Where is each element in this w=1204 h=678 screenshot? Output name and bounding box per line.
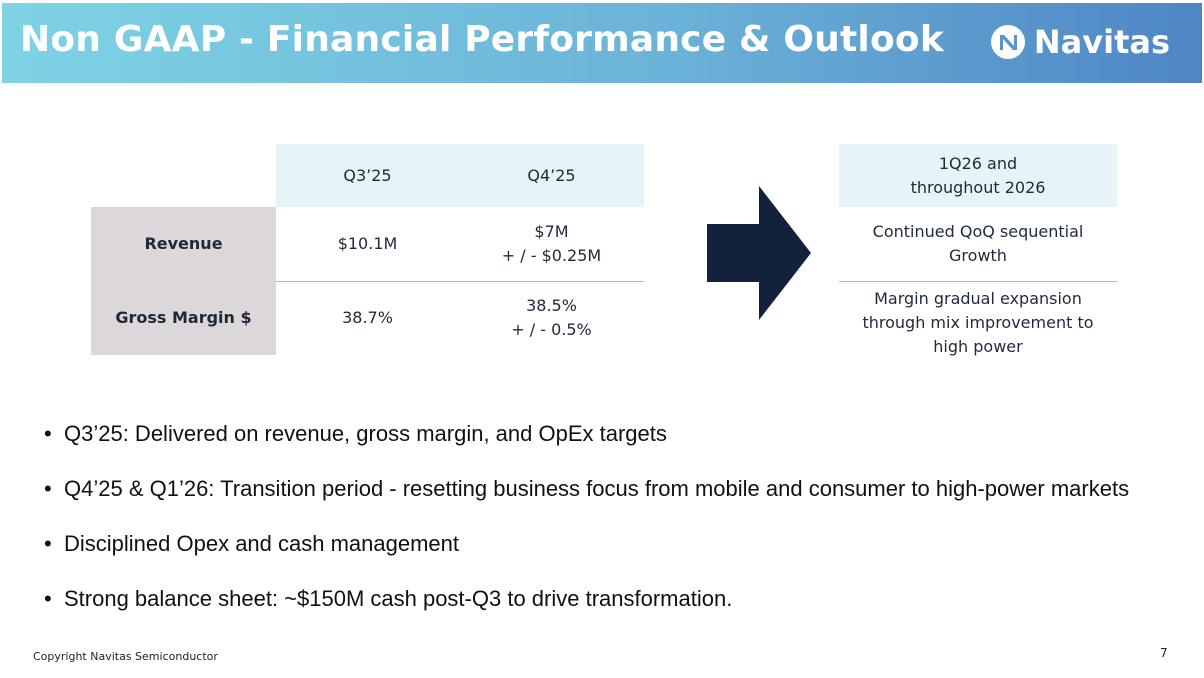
outlook-divider [839, 281, 1117, 282]
gross-margin-q4-value: 38.5% + / - 0.5% [511, 296, 592, 339]
navitas-logo: Navitas [990, 23, 1170, 61]
bullet-item: • Q4’25 & Q1’26: Transition period - rese… [44, 476, 1130, 501]
row-label-revenue: Revenue [91, 207, 276, 281]
gross-margin-q3-value: 38.7% [342, 308, 393, 327]
column-header-q3: Q3’25 [276, 144, 459, 207]
copyright-text: Copyright Navitas Semiconductor [33, 650, 218, 663]
bullet-item: • Q3’25: Delivered on revenue, gross marg… [44, 421, 667, 446]
slide-title: Non GAAP - Financial Performance & Outlo… [20, 19, 944, 60]
outlook-header: 1Q26 and throughout 2026 [839, 144, 1117, 207]
bullet-item: • Disciplined Opex and cash management [44, 531, 460, 556]
bullet-item: • Strong balance sheet: ~$150M cash post-… [44, 586, 733, 611]
outlook-item-revenue: Continued QoQ sequential Growth [872, 222, 1084, 265]
navitas-logo-icon [990, 25, 1025, 59]
column-header-q4: Q4’25 [459, 144, 644, 207]
page-number: 7 [1160, 646, 1168, 660]
outlook-item-margin: Margin gradual expansion through mix imp… [862, 289, 1094, 356]
row-label-gross-margin: Gross Margin $ [91, 281, 276, 355]
logo-text: Navitas [1033, 23, 1170, 61]
right-arrow-icon [707, 186, 811, 320]
revenue-q3-value: $10.1M [337, 234, 398, 253]
slide-header: Non GAAP - Financial Performance & Outlo… [2, 3, 1202, 83]
revenue-q4-value: $7M + / - $0.25M [501, 222, 602, 265]
table-divider [276, 281, 644, 282]
